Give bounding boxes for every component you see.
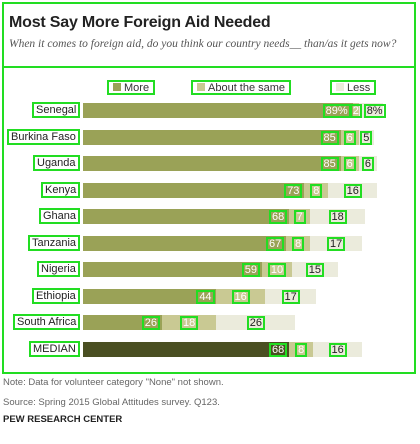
value-label-less: 17: [327, 237, 346, 251]
country-label: Nigeria: [37, 261, 80, 277]
value-label-less: 8%: [363, 104, 386, 118]
country-label: Ghana: [39, 208, 81, 224]
bar-less: [328, 183, 377, 198]
value-label-less: 15: [305, 263, 325, 277]
value-label-same: 8: [292, 237, 305, 251]
country-label: MEDIAN: [29, 341, 80, 357]
value-label-more: 67: [266, 237, 285, 251]
bar-more: [83, 130, 341, 145]
bar-less: [313, 342, 362, 357]
bar-more: [83, 236, 286, 251]
value-label-same: 16: [231, 290, 250, 304]
value-label-less: 5: [360, 131, 373, 145]
legend-same-label: About the same: [208, 82, 286, 94]
value-label-more: 73: [284, 184, 303, 198]
value-label-less: 16: [328, 343, 347, 357]
bar-less: [310, 209, 365, 224]
value-label-more: 89%: [322, 104, 351, 118]
bar-less: [310, 236, 362, 251]
legend-same-swatch: [197, 83, 205, 91]
bar-more: [83, 156, 341, 171]
chart-source: Source: Spring 2015 Global Attitudes sur…: [3, 397, 220, 408]
bar-more: [83, 262, 262, 277]
country-label: Tanzania: [28, 235, 81, 251]
value-label-less: 26: [246, 316, 265, 330]
country-label: Kenya: [41, 182, 81, 198]
bar-less: [216, 315, 296, 330]
bar-more: [83, 209, 290, 224]
legend-same: About the same: [191, 80, 292, 95]
value-label-less: 6: [361, 157, 374, 171]
bar-same: [216, 289, 265, 304]
bar-more: [83, 183, 305, 198]
value-label-same: 7: [293, 210, 306, 224]
value-label-more: 68: [269, 343, 288, 357]
country-label: Uganda: [33, 155, 80, 171]
chart-note: Note: Data for volunteer category "None"…: [3, 377, 224, 388]
value-label-same: 6: [343, 131, 356, 145]
chart-header: Most Say More Foreign Aid Needed When it…: [2, 2, 416, 68]
legend-more: More: [107, 80, 156, 95]
bar-more: [83, 342, 290, 357]
value-label-less: 16: [343, 184, 362, 198]
legend-more-swatch: [113, 83, 121, 91]
value-label-same: 2: [349, 104, 362, 118]
value-label-less: 18: [328, 210, 347, 224]
legend-less-label: Less: [347, 82, 371, 94]
value-label-more: 59: [241, 263, 261, 277]
value-label-more: 85: [320, 157, 339, 171]
value-label-more: 44: [196, 290, 215, 304]
bar-less: [292, 262, 338, 277]
bar-more: [83, 103, 353, 118]
bar-more: [83, 289, 217, 304]
pew-brand: PEW RESEARCH CENTER: [3, 414, 123, 425]
legend-less-swatch: [336, 83, 344, 91]
legend-more-label: More: [124, 82, 150, 94]
value-label-less: 17: [281, 290, 300, 304]
bar-same: [161, 315, 217, 330]
bar-same: [352, 103, 359, 118]
value-label-more: 85: [320, 131, 339, 145]
chart-title: Most Say More Foreign Aid Needed: [9, 14, 271, 31]
value-label-same: 6: [343, 157, 356, 171]
value-label-same: 10: [267, 263, 287, 277]
country-label: Ethiopia: [32, 288, 80, 304]
country-label: South Africa: [13, 314, 81, 330]
chart-subtitle: When it comes to foreign aid, do you thi…: [9, 38, 397, 50]
bar-less: [358, 130, 374, 145]
value-label-same: 8: [310, 184, 323, 198]
country-label: Burkina Faso: [7, 129, 80, 145]
value-label-more: 26: [141, 316, 161, 330]
legend-less: Less: [330, 80, 377, 95]
value-label-same: 8: [295, 343, 308, 357]
bar-less: [264, 289, 317, 304]
value-label-more: 68: [269, 210, 288, 224]
country-label: Senegal: [32, 102, 81, 118]
value-label-same: 18: [180, 316, 199, 330]
